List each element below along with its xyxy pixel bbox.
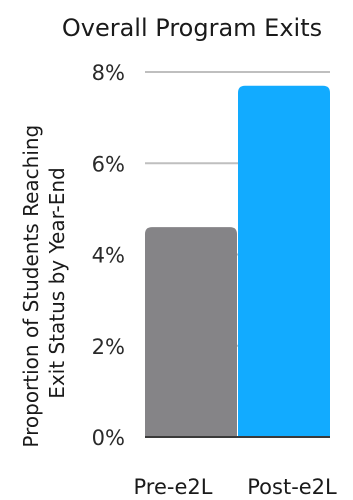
category-label: Pre-e2L	[134, 475, 213, 499]
bars	[145, 85, 330, 437]
category-label: Post-e2L	[247, 475, 337, 499]
y-axis-label: Proportion of Students Reaching Exit Sta…	[19, 118, 69, 447]
y-tick-label: 6%	[92, 152, 125, 176]
bar-post-e2l	[238, 85, 330, 437]
y-tick-labels: 0% 2% 4% 6% 8%	[92, 61, 125, 450]
y-axis-label-line-2: Exit Status by Year-End	[45, 167, 69, 399]
y-tick-label: 2%	[92, 335, 125, 359]
category-labels: Pre-e2L Post-e2L	[134, 475, 338, 499]
chart-title: Overall Program Exits	[62, 14, 322, 42]
bar-pre-e2l	[145, 227, 237, 437]
y-tick-label: 0%	[92, 426, 125, 450]
y-axis-label-line-1: Proportion of Students Reaching	[19, 125, 43, 448]
y-tick-label: 8%	[92, 61, 125, 85]
y-tick-label: 4%	[92, 244, 125, 268]
